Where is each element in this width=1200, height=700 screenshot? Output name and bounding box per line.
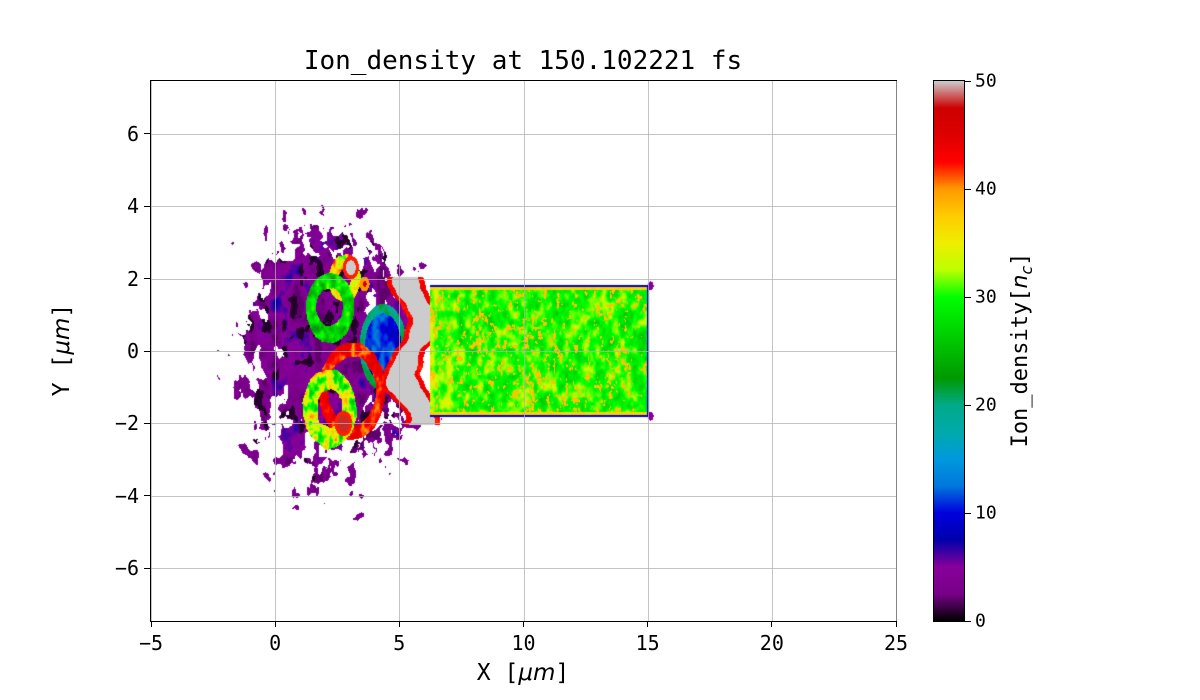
x-tick-mark — [771, 621, 773, 627]
x-tick-label: 10 — [511, 631, 536, 655]
y-tick-label: −2 — [114, 411, 139, 436]
plot-area — [150, 80, 897, 622]
y-axis-label-math: μm — [49, 317, 75, 355]
y-tick-label: 0 — [126, 339, 139, 363]
x-tick-mark — [647, 621, 649, 627]
x-tick-mark — [523, 621, 524, 627]
colorbar-tick-mark — [965, 404, 971, 406]
x-axis-label-suffix: ] — [555, 660, 570, 686]
colorbar-tick-label: 20 — [975, 394, 997, 416]
y-tick-label: 6 — [126, 121, 139, 146]
y-axis-label-prefix: Y [ — [49, 354, 75, 397]
y-tick-mark — [144, 495, 150, 497]
y-axis-label-suffix: ] — [49, 303, 75, 318]
x-axis-label-prefix: X [ — [476, 660, 519, 686]
colorbar-tick-mark — [965, 620, 971, 622]
gridline-vertical — [896, 81, 897, 621]
colorbar-gradient — [934, 81, 964, 621]
y-tick-mark — [144, 422, 150, 424]
colorbar-tick-label: 0 — [975, 610, 986, 632]
colorbar-tick-label: 40 — [975, 178, 997, 200]
colorbar-label-suffix: ] — [1007, 252, 1033, 266]
x-tick-label: −5 — [138, 631, 164, 655]
colorbar-tick-mark — [965, 80, 971, 82]
x-tick-mark — [274, 621, 276, 627]
y-tick-mark — [144, 205, 150, 207]
colorbar-label-sub: c — [1017, 265, 1037, 275]
colorbar-label: Ion_density[nc] — [1008, 253, 1036, 448]
colorbar-tick-label: 50 — [975, 70, 997, 92]
x-tick-label: 25 — [883, 631, 909, 655]
colorbar-label-prefix: Ion_density[ — [1007, 288, 1033, 448]
x-tick-mark — [398, 621, 400, 627]
heatmap-canvas — [151, 81, 896, 621]
plot-title: Ion_density at 150.102221 fs — [303, 46, 743, 76]
x-tick-mark — [150, 621, 152, 627]
y-tick-mark — [144, 350, 150, 352]
x-tick-label: 5 — [393, 631, 406, 655]
x-tick-label: 20 — [759, 631, 784, 655]
x-tick-label: 15 — [635, 631, 660, 655]
colorbar-tick-mark — [965, 188, 971, 190]
y-tick-label: −4 — [114, 483, 139, 508]
y-tick-label: 4 — [126, 194, 139, 219]
y-tick-mark — [144, 278, 150, 280]
x-axis-label: X [μm] — [477, 660, 569, 686]
y-axis-label: Y [μm] — [49, 304, 75, 396]
y-tick-mark — [144, 133, 150, 135]
colorbar-label-var: n — [1007, 274, 1033, 289]
colorbar-tick-label: 30 — [975, 286, 997, 308]
y-tick-label: −6 — [114, 556, 139, 581]
y-tick-label: 2 — [126, 266, 139, 291]
colorbar — [933, 80, 965, 622]
colorbar-tick-label: 10 — [975, 502, 997, 524]
x-tick-mark — [895, 621, 897, 627]
x-tick-label: 0 — [269, 631, 282, 655]
colorbar-tick-mark — [965, 296, 971, 298]
x-axis-label-math: μm — [518, 660, 556, 686]
colorbar-tick-mark — [965, 512, 971, 514]
y-tick-mark — [144, 567, 150, 569]
